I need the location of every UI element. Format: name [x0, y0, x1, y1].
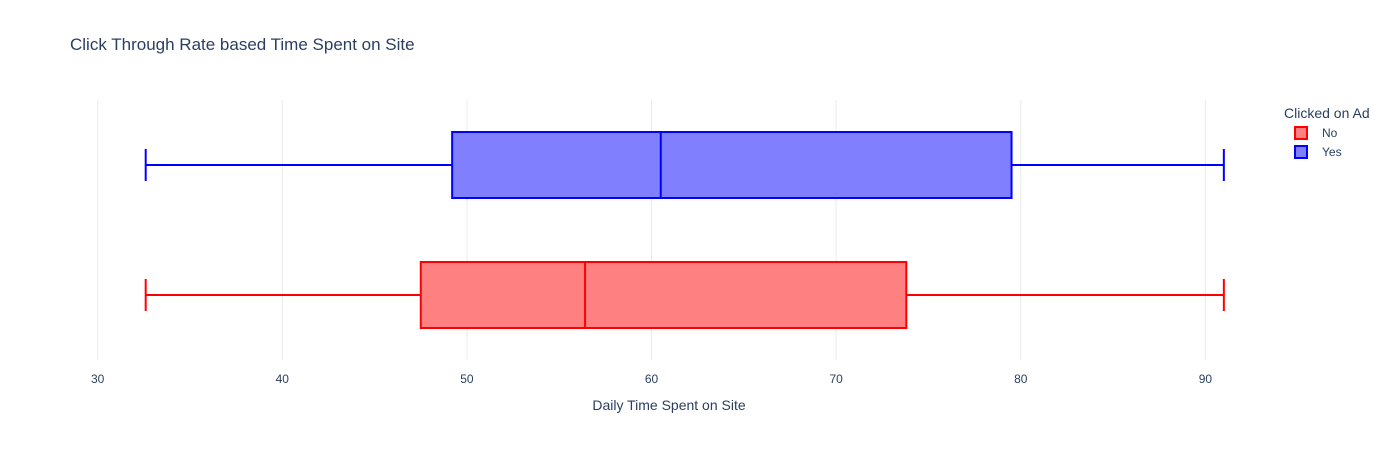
- x-tick-label: 80: [1014, 372, 1028, 386]
- legend-label: Yes: [1322, 145, 1342, 159]
- x-tick-label: 60: [645, 372, 659, 386]
- box-iqr: [451, 131, 1013, 199]
- boxes: [144, 131, 1225, 329]
- legend-item-yes[interactable]: Yes: [1294, 145, 1342, 159]
- box-yes: [144, 131, 1225, 199]
- legend-label: No: [1322, 126, 1338, 140]
- x-axis-ticks: 30 40 50 60 70 80 90: [91, 372, 1212, 386]
- x-tick-label: 90: [1199, 372, 1213, 386]
- legend-title: Clicked on Ad: [1284, 105, 1370, 121]
- legend: Clicked on Ad No Yes: [1284, 105, 1370, 159]
- x-tick-label: 50: [460, 372, 474, 386]
- x-tick-label: 40: [276, 372, 290, 386]
- x-tick-label: 70: [829, 372, 843, 386]
- box-no: [144, 261, 1225, 329]
- x-axis-title: Daily Time Spent on Site: [592, 397, 746, 413]
- x-tick-label: 30: [91, 372, 105, 386]
- box-iqr: [419, 261, 908, 329]
- legend-swatch: [1294, 145, 1308, 159]
- chart-title: Click Through Rate based Time Spent on S…: [70, 35, 415, 54]
- legend-item-no[interactable]: No: [1294, 126, 1338, 140]
- legend-swatch: [1294, 126, 1308, 140]
